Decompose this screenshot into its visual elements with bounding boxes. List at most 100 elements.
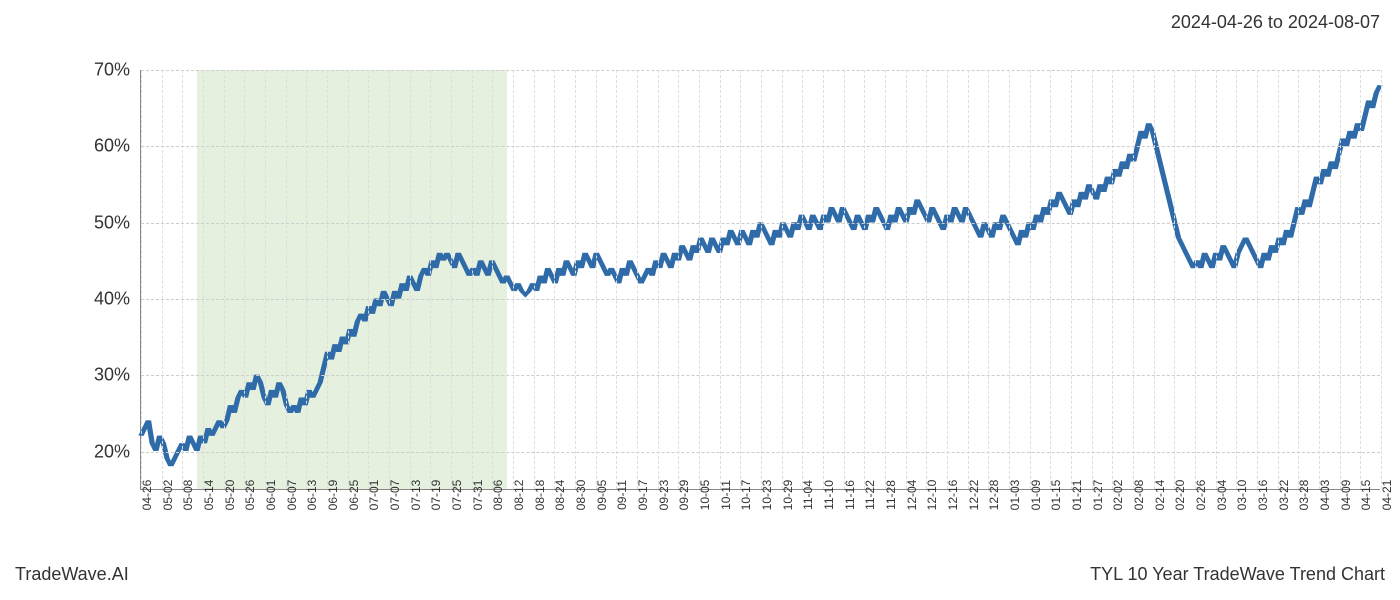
grid-line-v: [224, 70, 225, 489]
x-tick-label: 11-28: [884, 480, 898, 510]
grid-line-v: [637, 70, 638, 489]
y-tick-label: 40%: [70, 289, 130, 310]
grid-line-v: [761, 70, 762, 489]
x-tick-label: 07-01: [367, 480, 381, 511]
x-tick-label: 04-09: [1339, 480, 1353, 511]
x-tick-label: 07-13: [409, 480, 423, 511]
x-tick-label: 04-15: [1359, 480, 1373, 511]
grid-line-v: [1009, 70, 1010, 489]
x-tick-label: 01-27: [1091, 480, 1105, 511]
x-tick-label: 08-06: [491, 480, 505, 511]
grid-line-v: [265, 70, 266, 489]
x-tick-label: 08-24: [553, 480, 567, 511]
x-tick-label: 10-05: [698, 480, 712, 511]
x-tick-label: 06-19: [326, 480, 340, 511]
grid-line-v: [699, 70, 700, 489]
x-tick-label: 08-12: [512, 480, 526, 511]
x-tick-label: 04-03: [1318, 480, 1332, 511]
x-tick-label: 03-28: [1297, 480, 1311, 511]
x-tick-label: 05-26: [243, 480, 257, 511]
x-tick-label: 11-04: [801, 480, 815, 510]
grid-line-v: [844, 70, 845, 489]
x-tick-label: 01-03: [1008, 480, 1022, 511]
x-tick-label: 01-21: [1070, 480, 1084, 511]
x-tick-label: 12-16: [946, 480, 960, 511]
x-tick-label: 09-23: [657, 480, 671, 511]
y-tick-label: 20%: [70, 441, 130, 462]
grid-line-v: [926, 70, 927, 489]
x-tick-label: 06-13: [305, 480, 319, 511]
x-tick-label: 01-15: [1049, 480, 1063, 511]
grid-line-v: [1154, 70, 1155, 489]
x-tick-label: 12-04: [905, 480, 919, 511]
grid-line-v: [658, 70, 659, 489]
x-tick-label: 04-26: [140, 480, 154, 511]
grid-line-v: [203, 70, 204, 489]
grid-line-v: [410, 70, 411, 489]
grid-line-v: [1112, 70, 1113, 489]
grid-line-v: [596, 70, 597, 489]
x-tick-label: 04-21: [1380, 480, 1394, 511]
grid-line-v: [885, 70, 886, 489]
grid-line-v: [430, 70, 431, 489]
x-tick-label: 02-14: [1153, 480, 1167, 511]
x-tick-label: 05-08: [181, 480, 195, 511]
y-tick-label: 50%: [70, 212, 130, 233]
grid-line-v: [368, 70, 369, 489]
grid-line-v: [492, 70, 493, 489]
x-tick-label: 03-10: [1235, 480, 1249, 511]
x-tick-label: 03-16: [1256, 480, 1270, 511]
x-tick-label: 12-10: [925, 480, 939, 511]
x-tick-label: 09-29: [677, 480, 691, 511]
grid-line-v: [1319, 70, 1320, 489]
grid-line-v: [534, 70, 535, 489]
x-tick-label: 10-23: [760, 480, 774, 511]
y-tick-label: 60%: [70, 136, 130, 157]
grid-line-v: [740, 70, 741, 489]
grid-line-v: [306, 70, 307, 489]
x-tick-label: 10-11: [719, 480, 733, 510]
grid-line-v: [182, 70, 183, 489]
grid-line-v: [864, 70, 865, 489]
grid-line-v: [451, 70, 452, 489]
y-tick-label: 70%: [70, 60, 130, 81]
x-tick-label: 02-26: [1194, 480, 1208, 511]
x-tick-label: 06-01: [264, 480, 278, 511]
x-tick-label: 12-22: [967, 480, 981, 511]
y-tick-label: 30%: [70, 365, 130, 386]
x-tick-label: 06-25: [347, 480, 361, 511]
grid-line-v: [554, 70, 555, 489]
grid-line-v: [1174, 70, 1175, 489]
x-tick-label: 07-07: [388, 480, 402, 511]
footer-title: TYL 10 Year TradeWave Trend Chart: [1090, 564, 1385, 585]
grid-line-v: [472, 70, 473, 489]
grid-line-v: [823, 70, 824, 489]
x-tick-label: 11-10: [822, 480, 836, 510]
x-tick-label: 10-29: [781, 480, 795, 511]
x-tick-label: 08-18: [533, 480, 547, 511]
grid-line-v: [244, 70, 245, 489]
x-tick-label: 09-05: [595, 480, 609, 511]
grid-line-v: [1071, 70, 1072, 489]
x-tick-label: 07-25: [450, 480, 464, 511]
grid-line-v: [782, 70, 783, 489]
x-tick-label: 02-20: [1173, 480, 1187, 511]
grid-line-v: [327, 70, 328, 489]
grid-line-v: [513, 70, 514, 489]
grid-line-v: [162, 70, 163, 489]
x-tick-label: 03-04: [1215, 480, 1229, 511]
x-tick-label: 07-19: [429, 480, 443, 511]
x-tick-label: 05-20: [223, 480, 237, 511]
x-tick-label: 09-17: [636, 480, 650, 511]
plot-area: [140, 70, 1380, 490]
grid-line-v: [1257, 70, 1258, 489]
grid-line-v: [802, 70, 803, 489]
grid-line-v: [1236, 70, 1237, 489]
grid-line-v: [1133, 70, 1134, 489]
grid-line-v: [678, 70, 679, 489]
grid-line-v: [575, 70, 576, 489]
grid-line-v: [988, 70, 989, 489]
grid-line-v: [348, 70, 349, 489]
x-tick-label: 10-17: [739, 480, 753, 511]
grid-line-v: [1030, 70, 1031, 489]
